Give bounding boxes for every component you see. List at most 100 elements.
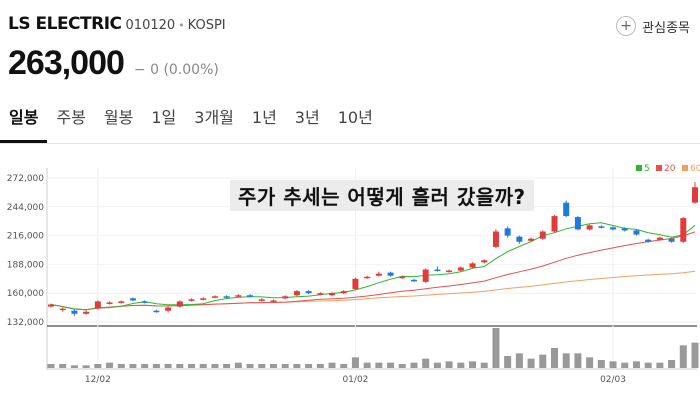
candle	[563, 202, 570, 217]
candle	[598, 226, 605, 228]
volume-bar	[234, 362, 242, 368]
x-tick-label: 12/02	[85, 375, 111, 385]
ma5-line	[50, 222, 696, 311]
tab-3month[interactable]: 3개월	[194, 108, 234, 127]
candle	[551, 216, 558, 232]
volume-bar	[246, 364, 254, 368]
price-change: − 0 (0.00%)	[133, 62, 219, 78]
candle	[59, 308, 66, 311]
candle	[71, 310, 78, 314]
volume-bar	[597, 360, 605, 368]
volume-bar	[586, 357, 594, 368]
volume-bar	[375, 362, 383, 368]
candle	[375, 273, 382, 276]
candle	[528, 238, 535, 241]
volume-bar	[269, 364, 277, 368]
stock-code: 010120	[125, 18, 176, 33]
candle	[106, 302, 113, 304]
candle	[235, 295, 242, 297]
watchlist-button[interactable]: + 관심종목	[616, 16, 690, 36]
candle	[434, 269, 441, 272]
banner-caption: 주가 추세는 어떻게 흘러 갔을까?	[230, 180, 534, 211]
volume-bar	[457, 362, 465, 368]
volume-bar	[188, 364, 196, 368]
candle	[153, 310, 160, 313]
volume-bar	[59, 364, 67, 368]
volume-bar	[258, 364, 266, 368]
candle	[668, 238, 675, 242]
volume-bar	[480, 362, 488, 368]
volume-bar	[562, 353, 570, 368]
candle	[457, 267, 464, 271]
ma20-line	[50, 231, 696, 311]
candle	[422, 269, 429, 282]
candle	[446, 270, 453, 273]
volume-bar	[117, 364, 125, 368]
legend-swatch	[656, 165, 662, 171]
volume-bar	[679, 345, 687, 368]
tab-1year[interactable]: 1년	[251, 108, 277, 127]
y-tick-label: 160,000	[7, 289, 44, 299]
candle	[387, 272, 394, 276]
legend-label: 5	[644, 164, 650, 174]
volume-bar	[422, 358, 430, 368]
volume-bar	[527, 358, 535, 368]
plus-icon: +	[616, 16, 637, 36]
volume-bar	[644, 362, 652, 368]
tab-weekly[interactable]: 주봉	[56, 108, 86, 127]
candle	[94, 301, 101, 309]
volume-bar	[152, 364, 160, 368]
volume-bar	[504, 356, 512, 368]
candle	[188, 299, 195, 301]
separator-dot: •	[178, 19, 185, 32]
volume-bar	[398, 364, 406, 368]
candle	[141, 301, 148, 303]
candle	[574, 217, 581, 230]
y-tick-label: 188,000	[7, 260, 44, 270]
legend-label: 60	[690, 164, 700, 174]
candle	[305, 291, 312, 294]
tab-daily[interactable]: 일봉	[0, 104, 48, 143]
tab-3year[interactable]: 3년	[294, 108, 320, 127]
candle	[645, 239, 652, 242]
volume-bar	[574, 353, 582, 368]
volume-bar	[106, 362, 114, 368]
volume-bar	[82, 365, 90, 368]
candle	[364, 276, 371, 279]
y-tick-label: 244,000	[7, 203, 44, 213]
watchlist-label: 관심종목	[642, 20, 690, 36]
volume-bar	[621, 362, 629, 368]
candle	[118, 301, 125, 303]
volume-bar	[387, 362, 395, 368]
volume-bar	[469, 361, 477, 368]
candle	[481, 260, 488, 263]
candle	[293, 291, 300, 296]
candle	[48, 304, 54, 307]
tab-1day[interactable]: 1일	[151, 108, 177, 127]
volume-bar	[293, 364, 301, 368]
x-tick-label: 01/02	[342, 375, 368, 385]
candle	[680, 218, 687, 242]
volume-bar	[316, 364, 324, 368]
candle	[83, 311, 90, 314]
price-row: 263,000 − 0 (0.00%)	[8, 44, 219, 83]
tab-10year[interactable]: 10년	[337, 108, 373, 127]
volume-bar	[340, 364, 348, 368]
candle	[176, 301, 183, 307]
volume-bar	[363, 362, 371, 368]
volume-bar	[328, 362, 336, 368]
stock-header: LS ELECTRIC 010120 • KOSPI	[8, 14, 226, 34]
candle	[270, 300, 277, 302]
volume-bar	[164, 364, 172, 368]
tab-monthly[interactable]: 월봉	[103, 108, 134, 127]
candle	[516, 236, 523, 242]
y-tick-label: 272,000	[7, 174, 44, 184]
volume-bar	[281, 364, 289, 368]
volume-bar	[632, 361, 640, 368]
volume-bar	[47, 364, 55, 368]
volume-bar	[70, 365, 78, 368]
candle	[258, 299, 265, 301]
volume-bar	[445, 361, 453, 368]
legend-swatch	[682, 165, 688, 171]
